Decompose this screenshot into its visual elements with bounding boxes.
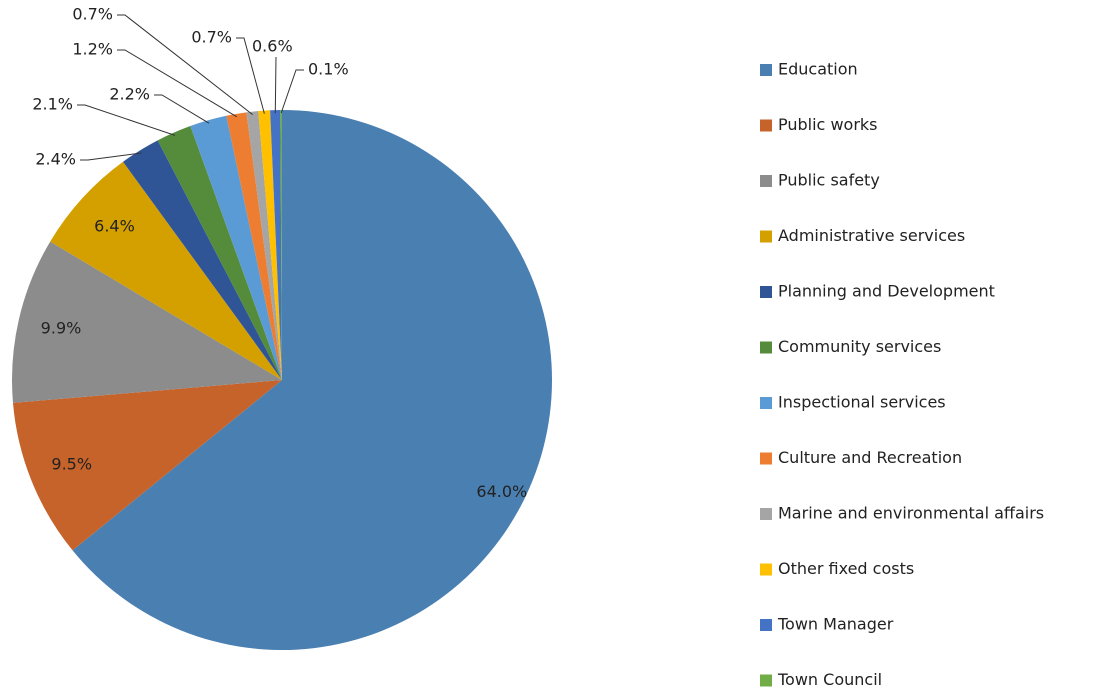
data-label: 0.7% — [191, 28, 232, 47]
legend-swatch — [760, 397, 772, 409]
data-label: 2.1% — [32, 95, 73, 114]
legend-swatch — [760, 508, 772, 520]
legend-swatch — [760, 341, 772, 354]
legend-label: Culture and Recreation — [778, 448, 962, 467]
data-label: 1.2% — [72, 40, 113, 59]
data-label: 2.2% — [109, 85, 150, 104]
data-label: 6.4% — [94, 217, 135, 236]
pie-slice — [12, 380, 282, 551]
leader-line — [117, 49, 238, 118]
legend-label: Public safety — [778, 171, 880, 190]
leader-line — [77, 104, 176, 136]
pie-slice — [11, 241, 282, 403]
legend-swatch — [760, 674, 772, 687]
data-label: 0.6% — [252, 37, 293, 56]
pie-slice — [50, 161, 282, 380]
legend-swatch — [760, 452, 772, 465]
leader-line — [154, 94, 210, 124]
legend-swatch — [760, 563, 772, 576]
pie-slice — [157, 126, 282, 380]
leader-line — [80, 152, 142, 161]
legend-label: Community services — [778, 337, 941, 356]
data-label: 0.7% — [72, 5, 113, 24]
legend-label: Public works — [778, 115, 878, 134]
pie-slice — [280, 110, 282, 380]
legend-swatch — [760, 175, 772, 187]
leader-line — [117, 14, 253, 116]
legend-label: Marine and environmental affairs — [778, 504, 1044, 523]
legend-label: Administrative services — [778, 226, 965, 245]
data-label: 2.4% — [35, 150, 76, 169]
data-label: 0.1% — [308, 60, 349, 79]
pie-slice — [123, 140, 282, 380]
pie-slice — [270, 110, 282, 381]
legend-label: Inspectional services — [778, 393, 946, 412]
legend-swatch — [760, 619, 772, 631]
data-label: 9.9% — [41, 319, 82, 338]
pie-slice — [258, 110, 282, 381]
pie-slice — [190, 115, 282, 380]
pie-slice — [72, 110, 552, 650]
leader-line — [274, 56, 277, 114]
legend-swatch — [760, 286, 772, 298]
leader-line — [236, 37, 265, 114]
pie-slice — [246, 111, 282, 381]
legend-label: Education — [778, 60, 858, 79]
legend-label: Town Manager — [777, 615, 894, 634]
legend-label: Planning and Development — [778, 282, 995, 301]
legend-swatch — [760, 119, 772, 132]
leader-line — [280, 69, 304, 114]
legend-swatch — [760, 64, 772, 76]
legend-swatch — [760, 230, 772, 243]
legend-label: Other fixed costs — [778, 559, 914, 578]
legend-label: Town Council — [777, 670, 882, 689]
pie-slice — [226, 112, 282, 381]
data-label: 64.0% — [476, 482, 527, 501]
data-label: 9.5% — [51, 454, 92, 473]
